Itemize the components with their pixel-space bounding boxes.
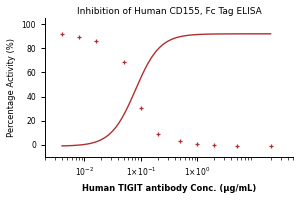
- Y-axis label: Percentage Activity (%): Percentage Activity (%): [7, 38, 16, 137]
- Title: Inhibition of Human CD155, Fc Tag ELISA: Inhibition of Human CD155, Fc Tag ELISA: [77, 7, 261, 16]
- X-axis label: Human TIGIT antibody Conc. (μg/mL): Human TIGIT antibody Conc. (μg/mL): [82, 184, 256, 193]
